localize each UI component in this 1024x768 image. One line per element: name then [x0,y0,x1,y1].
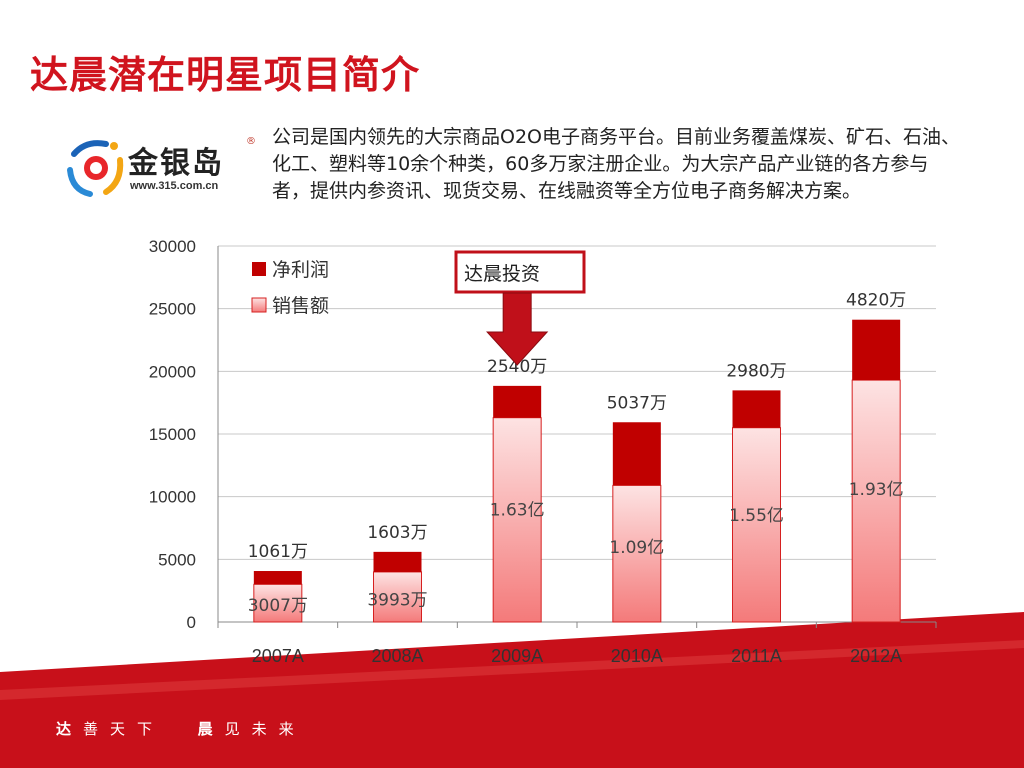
x-tick-label: 2008A [371,646,423,666]
legend-label: 净利润 [272,259,329,281]
logo-mark-icon [67,140,124,197]
company-description: 公司是国内领先的大宗商品O2O电子商务平台。目前业务覆盖煤炭、矿石、石油、化工、… [272,126,961,202]
page-title: 达晨潜在明星项目简介 [30,53,421,97]
data-label-profit: 5037万 [607,393,667,413]
y-tick-label: 25000 [149,300,196,319]
data-label-sales: 1.63亿 [490,501,545,521]
y-tick-label: 5000 [158,550,196,569]
bar-sales [253,583,303,623]
bar-profit [732,390,781,428]
data-label-sales: 1.09亿 [609,538,664,558]
bar-sales [492,417,542,623]
bar-profit [493,385,542,418]
footer-slogan: 达善天下 晨见未来 [56,718,306,739]
down-arrow-icon [486,292,549,366]
footer-slogan-left-bold: 达 [56,720,84,738]
logo-name: 金银岛 [128,146,224,181]
logo-url: www.315.com.cn [130,180,219,192]
data-label-sales: 1.55亿 [729,506,784,526]
data-label-profit: 4820万 [846,291,906,311]
legend-swatch [252,262,266,276]
data-label-profit: 2980万 [726,361,786,381]
x-tick-label: 2010A [611,646,663,666]
y-tick-label: 0 [187,613,196,632]
bar-sales [732,427,781,623]
logo-registered-mark: ® [246,136,256,147]
bar-profit [373,551,422,572]
x-tick-label: 2012A [850,646,902,666]
footer-slogan-right-bold: 晨 [197,720,225,738]
footer-slogan-right: 见未来 [224,720,306,738]
bar-profit [253,571,302,585]
annotation-box [454,250,586,294]
bar-profit [612,422,661,486]
data-label-sales: 3007万 [248,596,308,616]
footer-band [0,612,1024,768]
x-tick-label: 2007A [252,646,304,666]
y-tick-label: 30000 [149,237,196,256]
x-tick-label: 2009A [491,646,543,666]
data-label-profit: 1603万 [367,523,427,543]
bar-sales [612,484,662,623]
data-label-profit: 2540万 [487,357,547,377]
data-label-sales: 3993万 [367,590,427,610]
footer-stripe [0,640,1024,700]
data-label-profit: 1061万 [248,542,308,562]
bar-sales [373,571,422,623]
footer-slogan-left: 善天下 [83,720,165,738]
legend-label: 销售额 [272,295,329,317]
company-logo: 金银岛 ® www.315.com.cn [66,134,258,206]
bar-profit [852,319,901,381]
bar-sales [851,379,901,623]
legend-swatch [251,297,267,313]
y-tick-label: 10000 [149,488,196,507]
data-label-sales: 1.93亿 [849,480,904,500]
annotation-label: 达晨投资 [464,263,540,285]
x-tick-label: 2011A [731,646,782,666]
y-tick-label: 20000 [149,362,196,381]
y-tick-label: 15000 [149,425,196,444]
